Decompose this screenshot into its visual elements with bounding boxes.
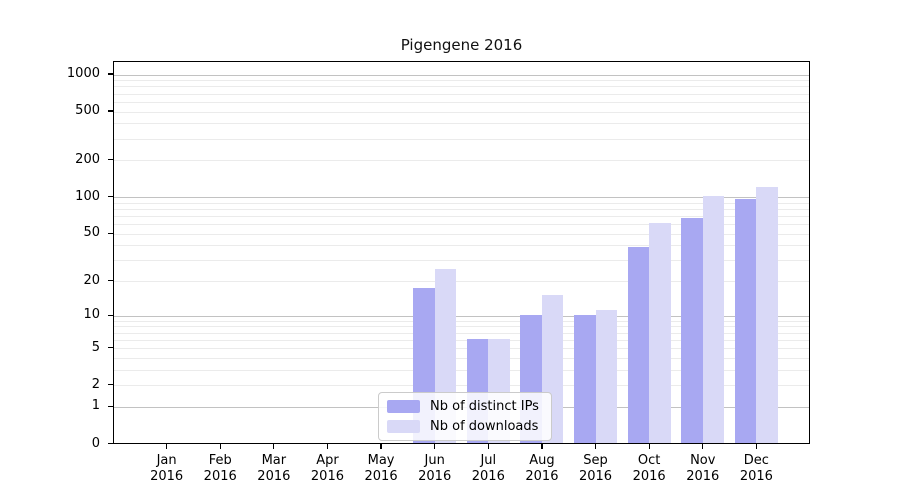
x-tick-mark — [487, 443, 489, 449]
y-tick-label: 0 — [91, 435, 100, 451]
legend-item-distinct-ips: Nb of distinct IPs — [387, 398, 539, 415]
y-tick-mark — [108, 384, 113, 386]
x-tick-mark — [541, 443, 543, 449]
x-tick-mark — [380, 443, 382, 449]
bar-distinct-ips-nov — [681, 218, 703, 443]
minor-gridline — [114, 160, 809, 162]
x-tick-label-nov: Nov 2016 — [686, 452, 720, 484]
y-tick-label: 10 — [83, 307, 100, 323]
bar-downloads-oct — [649, 223, 671, 443]
x-tick-mark — [434, 443, 436, 449]
legend-swatch-distinct-ips — [387, 400, 420, 413]
x-tick-label-may: May 2016 — [364, 452, 398, 484]
bar-distinct-ips-oct — [627, 247, 650, 443]
bar-distinct-ips-dec — [734, 198, 757, 443]
minor-gridline — [114, 93, 809, 95]
x-tick-mark — [326, 443, 329, 449]
minor-gridline — [114, 101, 809, 103]
y-tick-label: 2 — [91, 376, 100, 392]
y-tick-label: 5 — [91, 339, 100, 355]
legend-label-downloads: Nb of downloads — [430, 419, 539, 434]
x-tick-mark — [273, 443, 275, 449]
y-tick-mark — [108, 110, 113, 112]
x-tick-label-jul: Jul 2016 — [471, 452, 505, 484]
x-tick-label-oct: Oct 2016 — [632, 452, 666, 484]
y-tick-label: 100 — [75, 188, 100, 204]
minor-gridline — [114, 80, 809, 82]
y-tick-label: 20 — [83, 272, 100, 288]
y-tick-mark — [108, 347, 113, 349]
x-tick-label-dec: Dec 2016 — [739, 452, 773, 484]
legend-item-downloads: Nb of downloads — [387, 418, 539, 435]
x-tick-label-sep: Sep 2016 — [578, 452, 613, 484]
major-gridline — [114, 74, 809, 76]
bar-downloads-nov — [702, 196, 725, 443]
x-tick-mark — [166, 443, 168, 449]
y-tick-label: 200 — [75, 151, 100, 167]
legend-label-distinct-ips: Nb of distinct IPs — [430, 399, 539, 414]
x-tick-mark — [702, 443, 704, 449]
y-tick-mark — [108, 314, 113, 316]
y-tick-label: 500 — [75, 103, 100, 119]
y-tick-mark — [108, 232, 113, 234]
legend-swatch-downloads — [387, 420, 420, 433]
x-tick-mark — [648, 443, 650, 449]
x-tick-label-mar: Mar 2016 — [257, 452, 291, 484]
x-tick-label-aug: Aug 2016 — [525, 452, 559, 484]
chart-title: Pigengene 2016 — [400, 36, 523, 54]
minor-gridline — [114, 138, 809, 140]
y-tick-label: 1000 — [66, 66, 100, 81]
x-tick-label-jun: Jun 2016 — [418, 452, 452, 484]
minor-gridline — [114, 86, 809, 88]
minor-gridline — [114, 123, 809, 125]
bar-downloads-sep — [595, 310, 618, 443]
y-tick-mark — [108, 196, 113, 198]
y-tick-mark — [108, 442, 113, 445]
y-tick-mark — [108, 159, 113, 161]
plot-area — [113, 61, 810, 444]
y-tick-mark — [108, 280, 113, 282]
x-tick-mark — [219, 443, 221, 449]
legend: Nb of distinct IPs Nb of downloads — [378, 392, 552, 441]
bar-downloads-dec — [756, 186, 778, 443]
minor-gridline — [114, 111, 809, 113]
y-tick-mark — [108, 73, 113, 75]
x-tick-label-feb: Feb 2016 — [203, 452, 237, 484]
y-tick-mark — [108, 405, 113, 408]
y-tick-label: 1 — [91, 398, 100, 414]
x-tick-mark — [594, 443, 597, 449]
x-tick-label-apr: Apr 2016 — [310, 452, 344, 484]
x-tick-label-jan: Jan 2016 — [150, 452, 184, 484]
x-tick-mark — [755, 443, 757, 449]
bar-distinct-ips-sep — [574, 314, 596, 443]
y-tick-label: 50 — [83, 225, 100, 241]
